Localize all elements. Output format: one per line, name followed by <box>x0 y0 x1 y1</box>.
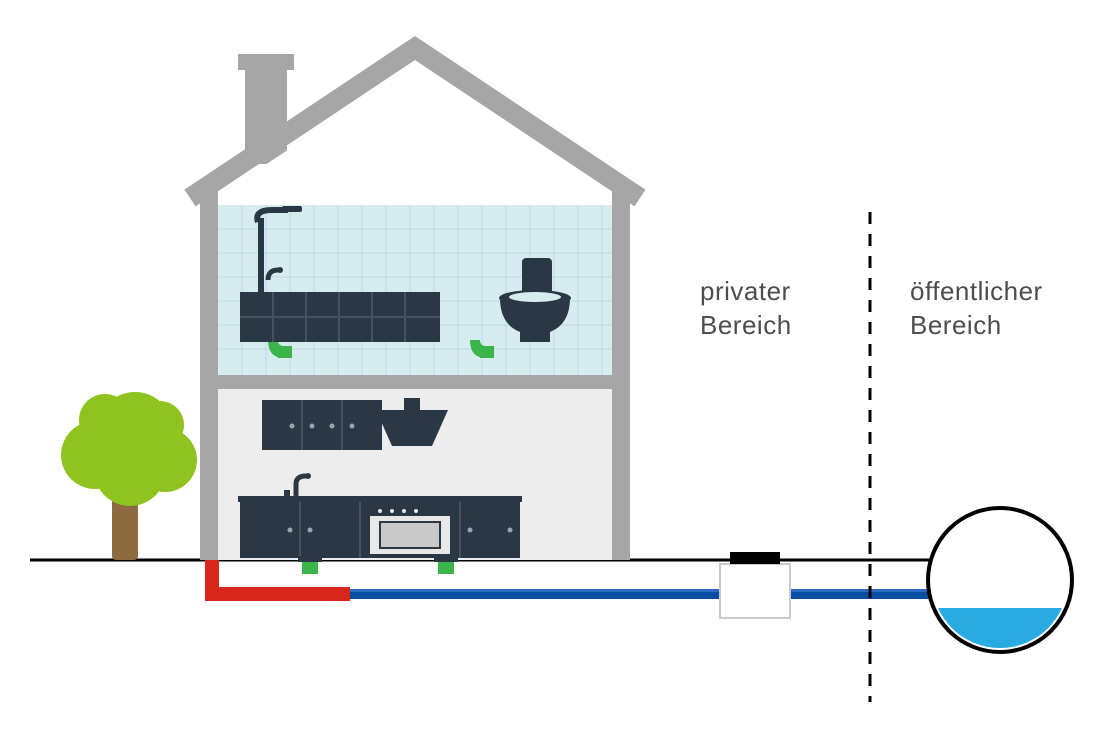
public-area-label-1: öffentlicher <box>910 276 1043 306</box>
blue-pipe <box>350 589 930 599</box>
private-area-label-2: Bereich <box>700 310 792 340</box>
tree-icon <box>61 392 197 560</box>
public-area-label-2: Bereich <box>910 310 1002 340</box>
inspection-chamber-icon <box>720 552 790 618</box>
private-area-label-1: privater <box>700 276 791 306</box>
main-sewer-icon <box>928 508 1072 668</box>
